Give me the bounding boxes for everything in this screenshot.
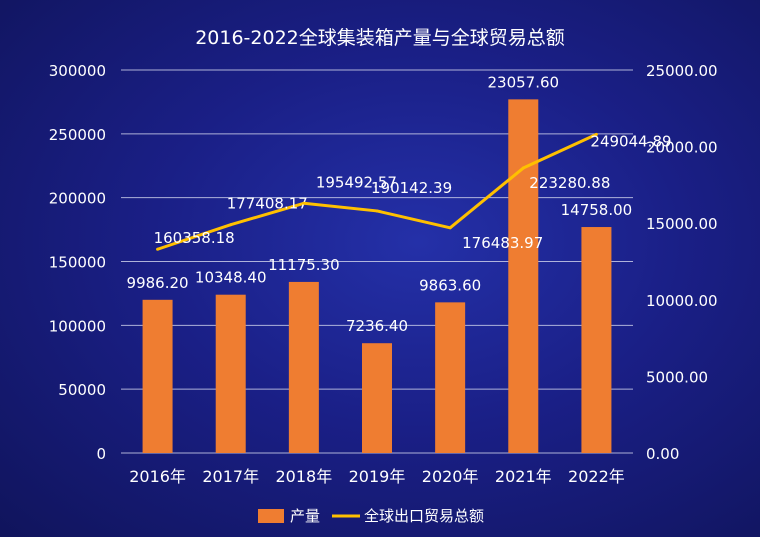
left-axis-tick-label: 300000 (49, 62, 106, 80)
line-point (521, 166, 525, 170)
line-data-label: 176483.97 (462, 234, 543, 252)
line-point (156, 247, 160, 251)
left-axis-tick-label: 250000 (49, 126, 106, 144)
bar (288, 281, 319, 453)
legend: 产量 全球出口贸易总额 (258, 507, 484, 525)
right-axis-tick-label: 0.00 (646, 445, 679, 463)
bar-data-label: 9863.60 (419, 276, 481, 294)
x-axis-tick-label: 2016年 (129, 467, 186, 486)
bar (362, 343, 392, 453)
left-axis-tick-label: 0 (96, 445, 106, 463)
right-axis-tick-label: 10000.00 (646, 292, 718, 310)
x-axis-tick-label: 2018年 (275, 467, 332, 486)
bar-data-label: 9986.20 (127, 274, 189, 292)
line-point (302, 201, 306, 205)
right-axis-tick-label: 5000.00 (646, 368, 708, 386)
right-axis-tick-label: 25000.00 (646, 62, 718, 80)
bar-data-label: 14758.00 (561, 201, 633, 219)
left-axis-tick-label: 150000 (49, 254, 106, 272)
left-axis-tick-label: 100000 (49, 317, 106, 335)
line-point (594, 132, 598, 136)
x-axis: 2016年 2017年 2018年 2019年 2020年 2021年 2022年 (129, 467, 625, 486)
legend-label-bar: 产量 (290, 507, 320, 525)
bar (508, 99, 539, 453)
line-data-label: 190142.39 (371, 179, 452, 197)
line-data-label: 160358.18 (154, 229, 235, 247)
line-data-label: 195492.57 (316, 173, 397, 191)
legend-swatch-bar (258, 509, 284, 523)
right-axis-tick-label: 15000.00 (646, 215, 718, 233)
right-axis-tick-label: 20000.00 (646, 139, 718, 157)
bar-data-label: 11175.30 (268, 256, 340, 274)
line-data-label: 249044.89 (590, 132, 671, 150)
x-axis-tick-label: 2022年 (568, 467, 625, 486)
x-axis-tick-label: 2019年 (349, 467, 406, 486)
bar (215, 294, 246, 453)
x-axis-tick-label: 2020年 (422, 467, 479, 486)
chart-title: 2016-2022全球集装箱产量与全球贸易总额 (195, 27, 565, 49)
line-point (375, 209, 379, 213)
line-point (229, 223, 233, 227)
bar (435, 302, 466, 453)
line-point (448, 226, 452, 230)
right-axis: 0.00 5000.00 10000.00 15000.00 20000.00 25000… (646, 62, 718, 463)
bar-data-label: 23057.60 (487, 73, 559, 91)
x-axis-tick-label: 2017年 (202, 467, 259, 486)
x-axis-tick-label: 2021年 (495, 467, 552, 486)
line-data-label: 177408.17 (227, 195, 308, 213)
bar-data-label: 10348.40 (195, 269, 267, 287)
line-data-label: 223280.88 (529, 174, 610, 192)
left-axis-tick-label: 200000 (49, 190, 106, 208)
left-axis-tick-label: 50000 (58, 381, 106, 399)
legend-label-line: 全球出口贸易总额 (364, 507, 484, 525)
grid (121, 69, 633, 454)
bar (142, 299, 173, 453)
bar (581, 227, 612, 453)
left-axis: 0 50000 100000 150000 200000 250000 300000 (49, 62, 106, 463)
bar-data-label: 7236.40 (346, 317, 408, 335)
